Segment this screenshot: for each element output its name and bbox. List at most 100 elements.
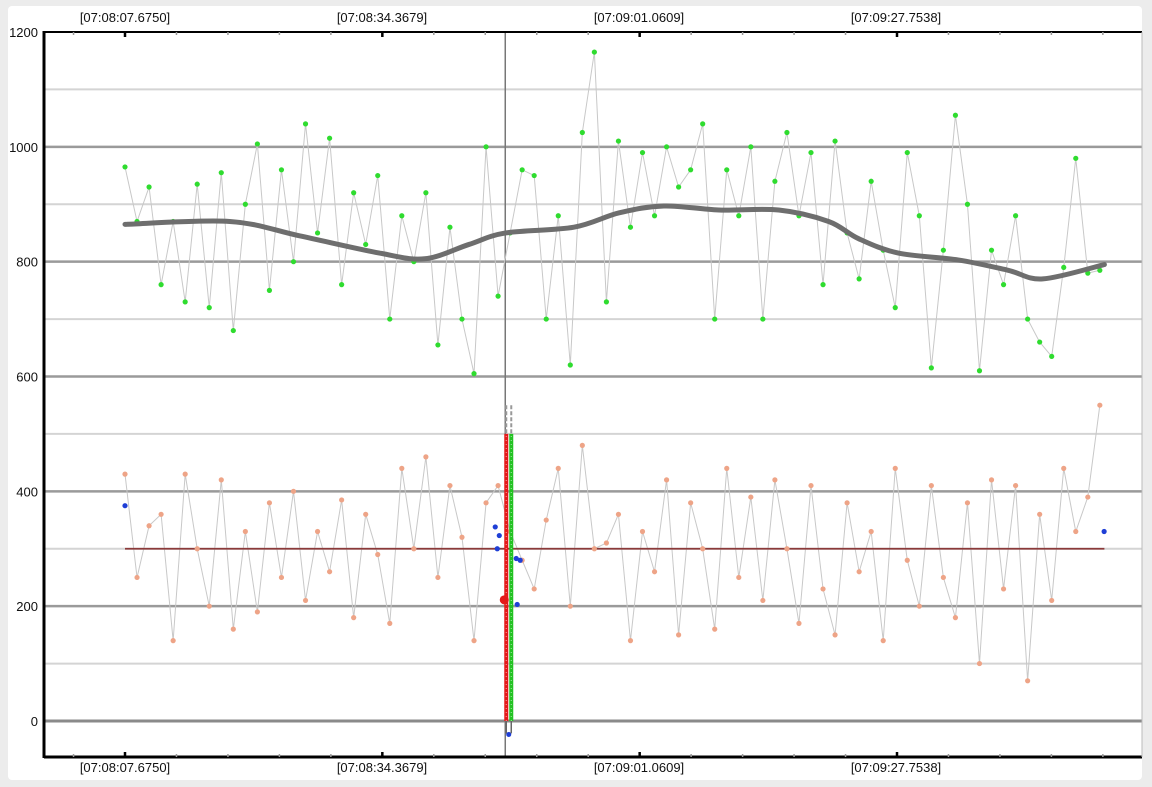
- y-tick-label: 800: [16, 255, 38, 270]
- data-point: [579, 129, 585, 136]
- data-point: [483, 500, 489, 506]
- data-point: [1085, 494, 1091, 500]
- data-point: [700, 546, 706, 552]
- data-point: [832, 138, 838, 144]
- data-point: [459, 534, 465, 540]
- data-point: [435, 574, 441, 581]
- data-point: [1061, 264, 1067, 271]
- data-point: [988, 247, 995, 253]
- data-point: [146, 523, 152, 529]
- data-point: [760, 316, 766, 322]
- grid: [44, 88, 1142, 723]
- data-point: [375, 172, 381, 179]
- data-point: [314, 230, 321, 236]
- data-point: [1061, 465, 1067, 471]
- marker-point: [514, 601, 520, 608]
- data-point: [158, 511, 164, 517]
- axes: [42, 31, 1143, 759]
- data-point: [435, 342, 441, 348]
- x-tick-label-bottom: [07:09:27.7538]: [851, 760, 941, 775]
- data-point: [314, 528, 321, 535]
- data-point: [543, 316, 549, 322]
- data-point: [820, 586, 826, 592]
- data-point: [663, 477, 670, 483]
- data-point: [1012, 213, 1019, 219]
- data-point: [483, 144, 489, 150]
- data-point: [447, 224, 453, 230]
- data-point: [1097, 267, 1103, 273]
- cursor-highlight-point: [499, 595, 509, 605]
- data-point: [916, 603, 922, 609]
- data-point: [1073, 155, 1079, 161]
- data-point: [736, 213, 742, 219]
- series-line: [124, 405, 1101, 681]
- data-point: [916, 213, 922, 219]
- data-point: [688, 500, 694, 506]
- data-point: [856, 276, 862, 282]
- data-point: [567, 603, 573, 609]
- data-point: [495, 482, 501, 489]
- data-point: [326, 569, 333, 575]
- x-tick-label-top: [07:08:34.3679]: [337, 10, 427, 25]
- data-point: [688, 167, 694, 173]
- data-point: [182, 299, 188, 305]
- data-point: [182, 471, 188, 477]
- data-point: [676, 632, 682, 638]
- data-point: [820, 282, 826, 288]
- x-axis-bottom-labels: [07:08:07.6750] [07:08:34.3679] [07:09:0…: [80, 760, 941, 775]
- data-point: [351, 615, 357, 621]
- data-point: [748, 144, 754, 150]
- data-point: [375, 551, 381, 558]
- data-point: [627, 224, 634, 230]
- data-point: [964, 500, 971, 506]
- data-point: [760, 597, 766, 604]
- data-point: [339, 497, 345, 503]
- data-point: [218, 170, 224, 176]
- data-point: [1000, 282, 1007, 288]
- data-point: [1097, 402, 1103, 408]
- data-point: [639, 528, 646, 535]
- x-tick-label-top: [07:09:01.0609]: [594, 10, 684, 25]
- data-point: [1025, 316, 1031, 322]
- data-point: [988, 477, 995, 483]
- data-point: [627, 638, 634, 644]
- data-point: [736, 574, 742, 581]
- marker-point: [496, 532, 502, 539]
- data-point: [904, 149, 910, 156]
- data-point: [663, 144, 670, 150]
- data-point: [230, 327, 236, 334]
- data-point: [844, 500, 850, 506]
- data-point: [290, 259, 297, 265]
- data-point: [868, 528, 874, 535]
- data-point: [904, 557, 910, 563]
- data-point: [218, 477, 224, 483]
- data-point: [784, 129, 790, 136]
- data-point: [158, 282, 164, 288]
- data-point: [387, 316, 393, 322]
- x-tick-label-bottom: [07:09:01.0609]: [594, 760, 684, 775]
- data-point: [363, 511, 369, 517]
- data-point: [423, 190, 429, 196]
- data-point: [976, 660, 983, 667]
- data-point: [639, 149, 646, 156]
- data-point: [242, 528, 248, 535]
- data-point: [459, 316, 465, 322]
- data-point: [170, 638, 176, 644]
- y-tick-label: 0: [31, 714, 38, 729]
- data-point: [796, 620, 802, 626]
- x-tick-label-top: [07:08:07.6750]: [80, 10, 170, 25]
- marker-point: [513, 555, 519, 562]
- data-point: [242, 201, 248, 207]
- data-point: [1049, 353, 1055, 360]
- data-point: [567, 362, 573, 368]
- data-point: [1037, 511, 1043, 517]
- y-tick-label: 1200: [9, 25, 38, 40]
- data-point: [808, 149, 814, 156]
- data-point: [495, 293, 501, 299]
- series-line: [124, 52, 1100, 374]
- data-point: [940, 574, 946, 581]
- data-point: [555, 213, 561, 219]
- data-point: [447, 482, 453, 489]
- y-axis-labels: 0 200 400 600 800 1000 1200: [9, 25, 38, 729]
